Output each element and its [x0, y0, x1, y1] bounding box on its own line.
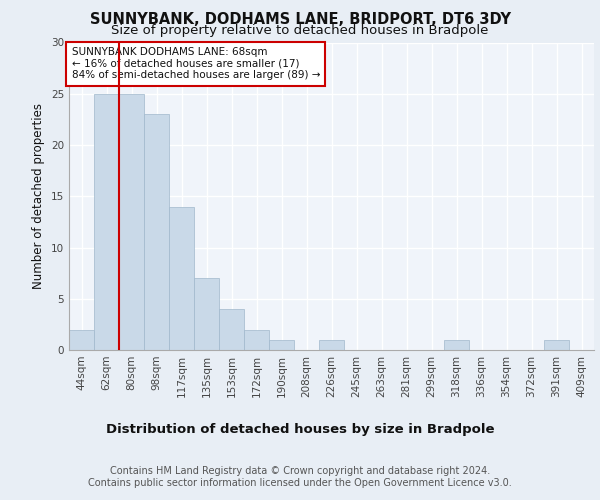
- Text: SUNNYBANK DODHAMS LANE: 68sqm
← 16% of detached houses are smaller (17)
84% of s: SUNNYBANK DODHAMS LANE: 68sqm ← 16% of d…: [71, 47, 320, 80]
- Text: Size of property relative to detached houses in Bradpole: Size of property relative to detached ho…: [112, 24, 488, 37]
- Bar: [544, 340, 569, 350]
- Bar: [69, 330, 94, 350]
- Bar: [319, 340, 344, 350]
- Bar: [219, 309, 244, 350]
- Text: Contains HM Land Registry data © Crown copyright and database right 2024.
Contai: Contains HM Land Registry data © Crown c…: [88, 466, 512, 487]
- Text: SUNNYBANK, DODHAMS LANE, BRIDPORT, DT6 3DY: SUNNYBANK, DODHAMS LANE, BRIDPORT, DT6 3…: [89, 12, 511, 28]
- Text: Distribution of detached houses by size in Bradpole: Distribution of detached houses by size …: [106, 422, 494, 436]
- Bar: [144, 114, 169, 350]
- Bar: [194, 278, 219, 350]
- Bar: [119, 94, 144, 350]
- Bar: [269, 340, 294, 350]
- Bar: [169, 206, 194, 350]
- Bar: [94, 94, 119, 350]
- Bar: [244, 330, 269, 350]
- Bar: [444, 340, 469, 350]
- Y-axis label: Number of detached properties: Number of detached properties: [32, 104, 46, 289]
